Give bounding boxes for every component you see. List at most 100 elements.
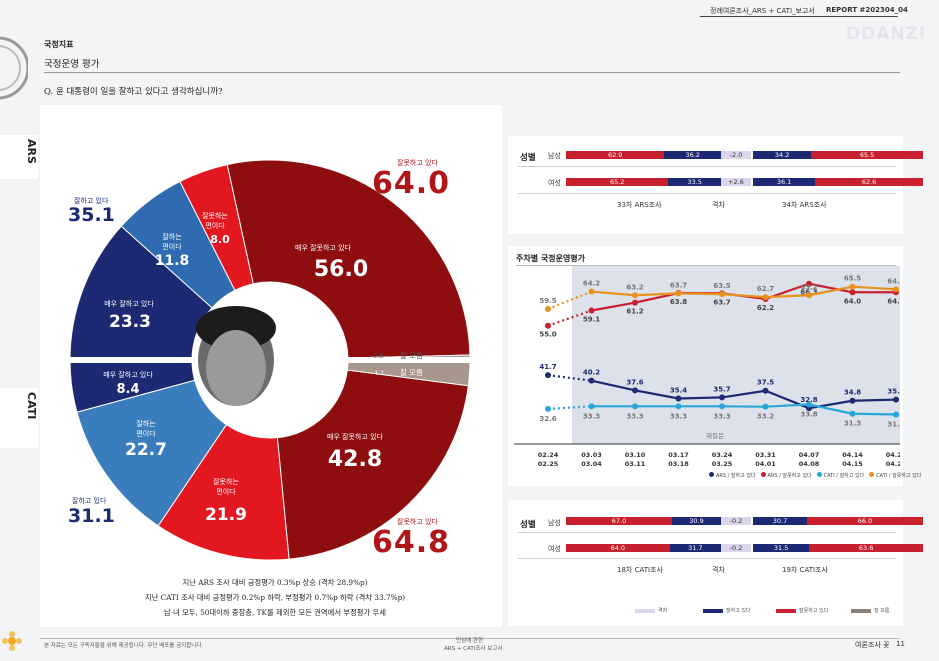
gender-top-col-gap: 격차 [712,201,725,209]
legend-entry: CATI / 잘못하고 있다 [876,473,922,479]
x-tick-label: 04.08 [799,460,820,468]
cati-very-pos-label: 매우 잘하고 있다 [103,371,153,379]
legend-swatch [869,472,875,477]
footer-brand: 여론조사 꽃 [855,641,890,649]
data-point [632,292,638,299]
legend-entry: CATI / 잘하고 있다 [823,473,865,479]
data-point [632,299,638,306]
cati-dk-value: 4.1 [374,369,385,377]
data-point [588,288,595,295]
ars-some-pos-value: 11.8 [154,253,190,269]
data-label: 40.2 [583,369,600,377]
data-point [545,306,551,312]
data-label: 65.5 [844,275,861,283]
data-label: 64.0 [844,297,861,305]
data-label: 32.8 [800,396,817,404]
data-point [632,403,638,410]
data-point [719,403,725,410]
legend-entry: ARS / 잘못하고 있다 [767,473,812,479]
gender-bar-a-neg: 64.0 [566,544,670,552]
ars-positive-label: 잘하고 있다 [74,197,109,205]
gender-top-col-b: 34차 ARS조사 [782,201,827,209]
title-divider [44,72,900,73]
ars-very-neg-value: 56.0 [313,257,369,282]
cati-negative-value: 64.8 [372,525,451,560]
legend-swatch [816,472,822,477]
x-tick-label: 03.04 [581,460,602,468]
data-label: 63.8 [670,298,687,306]
gender-bar-a-pos: 36.2 [664,151,721,159]
seal-logo [0,36,28,100]
gender-bar-a-neg: 62.9 [566,151,665,159]
x-tick-label: 03.18 [668,460,689,468]
data-label: 31.1 [887,420,900,428]
series-line-segment [678,292,723,296]
data-label: 62.7 [757,285,774,293]
legend-entry: ARS / 잘하고 있다 [716,473,756,479]
data-label: 63.7 [713,298,730,306]
watermark: DDANZI [846,24,927,44]
data-label: 63.2 [626,283,643,291]
gender-bar-a-neg: 67.0 [566,517,673,525]
data-label: 35.7 [713,385,730,393]
legend-positive: 잘하고 있다 [726,608,751,614]
ars-dk-label: 잘 모름 [400,351,424,360]
ars-negative-value: 64.0 [372,166,451,201]
summary-note-3: 남·녀 모두, 50대이하 중장층, TK를 제외한 모든 권역에서 부정평가 … [164,608,386,617]
series-line-segment [547,405,592,411]
data-point [545,372,551,379]
gender-bottom-row1-label: 여성 [548,545,561,553]
data-point [806,292,812,299]
legend-negative: 잘못하고 있다 [799,608,829,614]
series-line-segment [634,292,679,297]
x-tick-label: 03.31 [755,451,776,459]
data-label: 37.5 [757,379,774,387]
series-line-segment [721,293,766,299]
gender-top-col-a: 33차 ARS조사 [617,201,662,209]
data-label: 31.3 [844,420,861,428]
gender-bar-gap: -2.0 [721,151,751,159]
footer-center-1: 민심에 관한 [456,638,484,644]
question-text: Q. 윤 대통령이 일을 잘하고 있다고 생각하십니까? [44,87,223,97]
ars-some-neg-label: 잘못하는 편이다 [202,212,228,230]
weekly-chart-title: 주차별 국정운영평가 [516,254,586,263]
gender-bar-b-neg: 66.0 [806,517,923,525]
gender-bar-b-neg: 62.6 [815,178,923,186]
x-tick-label: 03.17 [668,451,689,459]
data-point [893,411,899,418]
cati-tab [0,388,38,448]
series-line-segment [765,403,810,408]
cati-very-neg-value: 42.8 [327,447,383,472]
cati-some-pos-value: 22.7 [125,440,167,460]
data-point [762,403,769,410]
gender-bottom-group: 성별 [520,520,536,530]
series-line-segment [591,290,636,297]
gender-top-row1-label: 여성 [548,179,561,187]
ars-some-neg-value: 8.0 [210,233,230,246]
gender-bar-a-pos: 33.5 [668,178,721,186]
series-line-segment [852,412,897,416]
series-line-segment [852,285,897,291]
data-label: 55.0 [539,331,556,339]
gender-bottom-row0-label: 남성 [548,519,561,527]
series-line-segment [591,301,636,312]
data-label: 59.5 [539,297,556,305]
gender-bar-gap: -0.2 [721,517,751,525]
x-tick-label: 03.11 [625,460,646,468]
series-line-segment [808,285,853,297]
data-label: 61.2 [626,308,643,316]
legend-dk: 잘 모름 [874,608,890,614]
gender-bar-gap: -0.2 [721,544,751,552]
data-point [849,397,856,404]
gender-bar-a-pos: 30.9 [672,517,721,525]
data-label: 35.4 [670,387,687,395]
x-tick-label: 02.24 [538,451,559,459]
x-tick-label: 04.15 [842,460,863,468]
gender-bar-a-neg: 65.2 [566,178,669,186]
president-photo [196,306,276,406]
footer-disclaimer: 본 자료는 모든 구독자들을 위해 제공됩니다. 무단 배포를 금지합니다. [44,643,204,649]
data-point [675,290,682,297]
cati-very-neg-label: 매우 잘못하고 있다 [327,433,383,441]
x-tick-label: 04.14 [842,451,863,459]
